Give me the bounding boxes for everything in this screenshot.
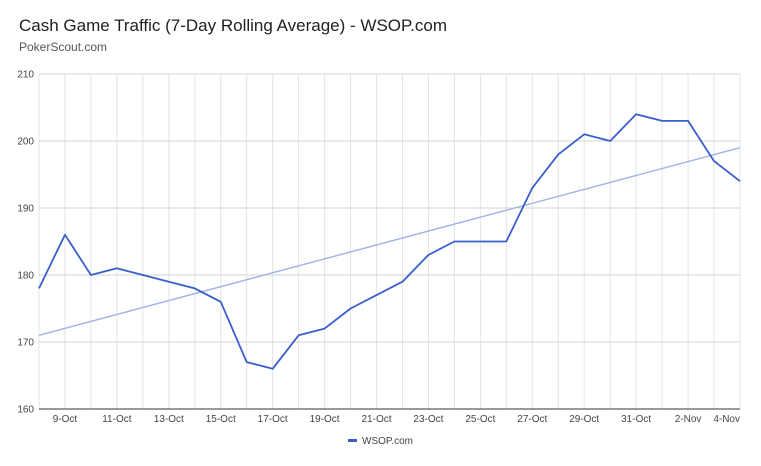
chart-title: Cash Game Traffic (7-Day Rolling Average… (19, 16, 447, 35)
x-tick-label: 4-Nov (713, 414, 740, 425)
legend-label-wsop: WSOP.com (362, 436, 413, 447)
x-tick-label: 27-Oct (517, 414, 547, 425)
y-tick-label: 190 (17, 204, 34, 215)
x-tick-label: 19-Oct (310, 414, 340, 425)
series-line-0 (38, 113, 741, 370)
y-tick-label: 200 (17, 137, 34, 148)
x-tick-label: 25-Oct (465, 414, 495, 425)
chart-subtitle: PokerScout.com (19, 40, 108, 54)
x-tick-label: 17-Oct (258, 414, 288, 425)
trendline (38, 147, 741, 336)
y-tick-label: 170 (17, 338, 34, 349)
x-tick-label: 15-Oct (206, 414, 236, 425)
x-tick-label: 9-Oct (53, 414, 78, 425)
y-tick-label: 210 (17, 70, 34, 81)
x-tick-label: 2-Nov (675, 414, 702, 425)
x-tick-label: 13-Oct (154, 414, 184, 425)
y-tick-label: 180 (17, 271, 34, 282)
x-tick-label: 11-Oct (102, 414, 131, 425)
x-tick-label: 23-Oct (413, 414, 443, 425)
x-tick-label: 29-Oct (569, 414, 599, 425)
legend: WSOP.com (0, 436, 761, 447)
y-tick-label: 160 (17, 405, 34, 416)
x-tick-label: 21-Oct (362, 414, 392, 425)
x-tick-label: 31-Oct (621, 414, 651, 425)
legend-swatch-wsop (348, 438, 358, 442)
